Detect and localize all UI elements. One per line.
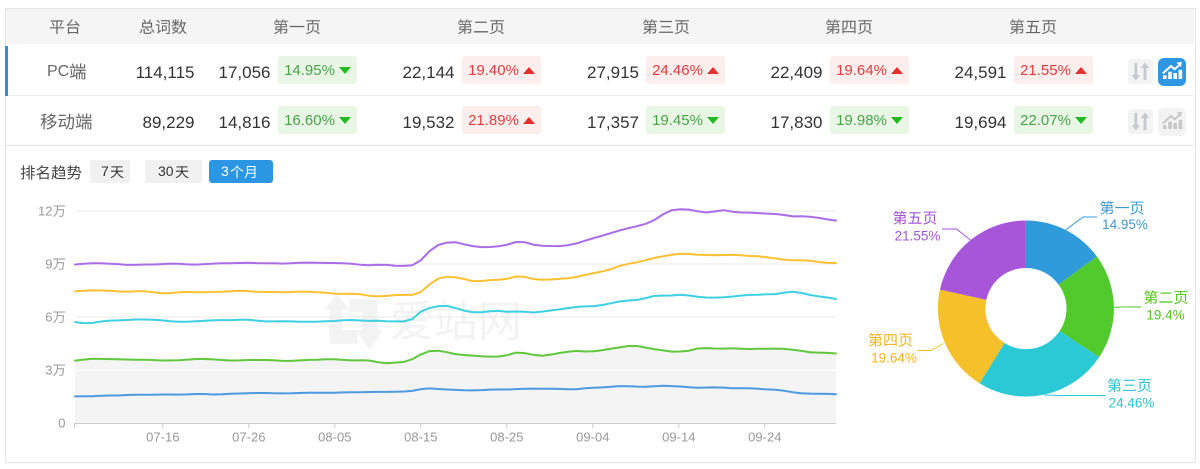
svg-text:9: 9 — [45, 257, 52, 272]
svg-text:09-14: 09-14 — [662, 430, 695, 445]
svg-text:0: 0 — [58, 416, 65, 431]
svg-text:19.4%: 19.4% — [1146, 308, 1184, 323]
svg-text:19.64%: 19.64% — [871, 351, 917, 366]
svg-text:14.95%: 14.95% — [1102, 217, 1148, 232]
svg-text:21.55%: 21.55% — [895, 229, 941, 244]
svg-text:09-04: 09-04 — [576, 430, 609, 445]
svg-text:09-24: 09-24 — [748, 430, 781, 445]
svg-text:3: 3 — [45, 363, 52, 378]
svg-text:24.46%: 24.46% — [1109, 396, 1155, 411]
svg-text:08-25: 08-25 — [490, 430, 523, 445]
svg-text:12: 12 — [38, 204, 52, 219]
svg-text:07-16: 07-16 — [146, 430, 179, 445]
svg-text:07-26: 07-26 — [232, 430, 265, 445]
svg-text:08-15: 08-15 — [404, 430, 437, 445]
svg-text:08-05: 08-05 — [318, 430, 351, 445]
svg-text:6: 6 — [45, 310, 52, 325]
